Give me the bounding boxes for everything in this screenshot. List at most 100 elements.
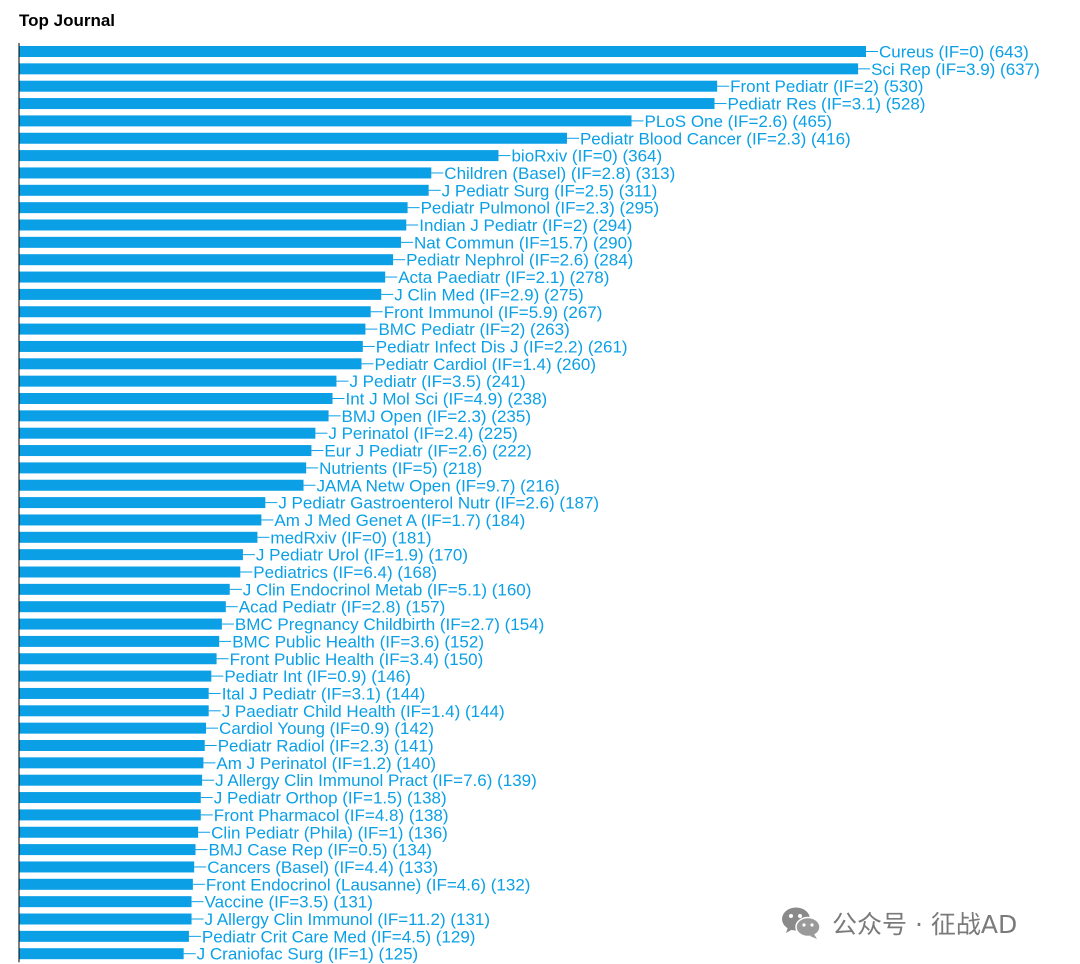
watermark: 公众号 · 征战AD [778, 903, 1024, 943]
bars-layer [19, 46, 866, 960]
bar [19, 340, 363, 352]
bar [19, 63, 859, 75]
bar [19, 722, 207, 734]
bar [19, 514, 262, 526]
bar-label: Front Public Health (IF=3.4) (150) [230, 650, 484, 669]
bar [19, 98, 715, 110]
bar [19, 167, 432, 179]
bar-label: Indian J Pediatr (IF=2) (294) [419, 216, 632, 235]
bar [19, 462, 307, 474]
bar [19, 427, 316, 439]
bar-label: Front Immunol (IF=5.9) (267) [384, 303, 603, 322]
bar-label: J Clin Med (IF=2.9) (275) [394, 285, 583, 304]
bar [19, 566, 241, 578]
bar [19, 271, 386, 283]
bar [19, 549, 243, 561]
bar [19, 219, 407, 231]
bar-label: Ital J Pediatr (IF=3.1) (144) [222, 684, 426, 703]
bar-label: Pediatr Nephrol (IF=2.6) (284) [406, 251, 633, 270]
bar [19, 323, 366, 335]
bar-label: Nat Commun (IF=15.7) (290) [414, 233, 633, 252]
bar-label: J Pediatr Surg (IF=2.5) (311) [442, 181, 658, 200]
bar-label: Sci Rep (IF=3.9) (637) [871, 60, 1040, 79]
bar [19, 410, 329, 422]
bar-label: J Allergy Clin Immunol Pract (IF=7.6) (1… [215, 771, 537, 790]
bar-label: Pediatr Pulmonol (IF=2.3) (295) [421, 199, 660, 218]
bar [19, 826, 199, 838]
bar-label: Vaccine (IF=3.5) (131) [205, 893, 373, 912]
chart-title: Top Journal [19, 11, 116, 30]
bar-label: BMJ Case Rep (IF=0.5) (134) [209, 841, 432, 860]
bar-label: J Pediatr (IF=3.5) (241) [349, 372, 525, 391]
bar-label: J Pediatr Orthop (IF=1.5) (138) [214, 789, 447, 808]
bar-label: J Perinatol (IF=2.4) (225) [328, 424, 517, 443]
bar [19, 236, 402, 248]
bar [19, 254, 394, 266]
bar-label: Children (Basel) (IF=2.8) (313) [444, 164, 675, 183]
bar [19, 913, 192, 925]
bar-label: Eur J Pediatr (IF=2.6) (222) [324, 442, 531, 461]
bar-label: BMC Pregnancy Childbirth (IF=2.7) (154) [235, 615, 544, 634]
bar-label: BMJ Open (IF=2.3) (235) [342, 407, 531, 426]
bar [19, 115, 632, 127]
bar-label: BMC Pediatr (IF=2) (263) [378, 320, 569, 339]
bar [19, 861, 195, 873]
watermark-text: 公众号 · 征战AD [832, 910, 1018, 939]
bar-label: Nutrients (IF=5) (218) [319, 459, 482, 478]
labels-layer: Cureus (IF=0) (643)Sci Rep (IF=3.9) (637… [183, 43, 1040, 964]
bar-label: Cancers (Basel) (IF=4.4) (133) [207, 858, 438, 877]
bar [19, 844, 196, 856]
bar [19, 618, 222, 630]
bar [19, 809, 201, 821]
bar-label: medRxiv (IF=0) (181) [270, 528, 431, 547]
bar [19, 202, 408, 214]
bar-label: J Clin Endocrinol Metab (IF=5.1) (160) [243, 580, 532, 599]
bar-label: Pediatr Radiol (IF=2.3) (141) [218, 737, 434, 756]
bar [19, 896, 192, 908]
bar [19, 757, 204, 769]
bar [19, 930, 189, 942]
bar-label: Pediatr Blood Cancer (IF=2.3) (416) [580, 129, 851, 148]
bar [19, 687, 209, 699]
bar-label: Pediatrics (IF=6.4) (168) [253, 563, 437, 582]
bar [19, 375, 337, 387]
bar-label: J Craniofac Surg (IF=1) (125) [197, 945, 419, 964]
bar [19, 878, 193, 890]
bar [19, 445, 312, 457]
bar [19, 653, 217, 665]
bar [19, 393, 333, 404]
bar-label: Pediatr Int (IF=0.9) (146) [224, 667, 411, 686]
bar-label: Cardiol Young (IF=0.9) (142) [219, 719, 434, 738]
bar [19, 306, 371, 318]
bar [19, 358, 362, 370]
bar [19, 132, 567, 144]
wechat-icon [780, 905, 822, 941]
bar-label: Acta Paediatr (IF=2.1) (278) [398, 268, 609, 287]
bar-label: J Paediatr Child Health (IF=1.4) (144) [222, 702, 505, 721]
bar-label: J Pediatr Urol (IF=1.9) (170) [256, 546, 468, 565]
bar [19, 583, 230, 595]
bar-label: Am J Perinatol (IF=1.2) (140) [216, 754, 436, 773]
bar [19, 774, 203, 786]
bar [19, 705, 209, 717]
bar [19, 184, 429, 196]
bar-label: Front Pediatr (IF=2) (530) [730, 77, 923, 96]
bar-label: Acad Pediatr (IF=2.8) (157) [239, 598, 445, 617]
bar-label: BMC Public Health (IF=3.6) (152) [232, 632, 484, 651]
bar-label: Int J Mol Sci (IF=4.9) (238) [346, 390, 548, 409]
bar-label: Am J Med Genet A (IF=1.7) (184) [274, 511, 525, 530]
bar [19, 288, 382, 300]
bar-label: Front Pharmacol (IF=4.8) (138) [214, 806, 449, 825]
bar [19, 80, 718, 92]
bar [19, 46, 866, 57]
bar [19, 150, 499, 162]
bar-label: Cureus (IF=0) (643) [879, 43, 1029, 62]
bar-label: Clin Pediatr (Phila) (IF=1) (136) [211, 823, 448, 842]
bar-label: PLoS One (IF=2.6) (465) [645, 112, 833, 131]
bar-label: JAMA Netw Open (IF=9.7) (216) [317, 476, 560, 495]
bar-label: J Allergy Clin Immunol (IF=11.2) (131) [205, 910, 490, 929]
bar [19, 497, 266, 509]
bar-label: Pediatr Cardiol (IF=1.4) (260) [374, 355, 596, 374]
bar [19, 635, 220, 647]
